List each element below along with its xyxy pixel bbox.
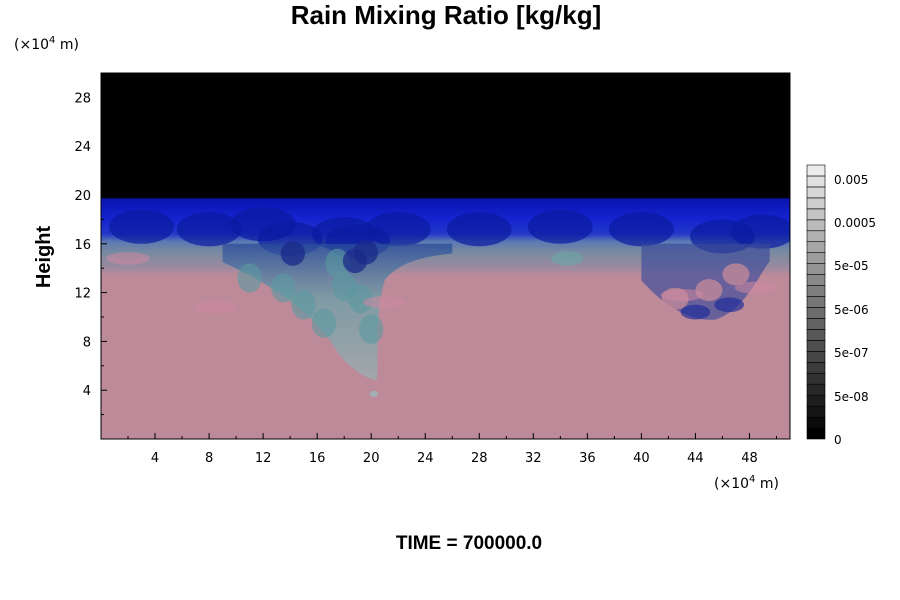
y-tick-label: 28	[74, 91, 91, 106]
colorbar-level	[806, 372, 826, 385]
x-tick-label: 20	[363, 451, 380, 466]
colorbar-tick-label: 5e-05	[834, 259, 869, 273]
blue-band-11	[730, 214, 790, 249]
colorbar-level	[806, 427, 826, 440]
colorbar-level	[806, 394, 826, 407]
colorbar: 0.005 0.0005 5e-05 5e-06 5e-07 5e-08 0	[806, 164, 876, 447]
y-axis-label: Height	[33, 226, 55, 289]
plume-core-0	[280, 241, 305, 266]
plume-streak-6	[359, 314, 384, 344]
plume-streak-3	[311, 308, 337, 338]
colorbar-level	[806, 219, 826, 232]
x-tick-label: 16	[309, 451, 326, 466]
y-tick-label: 8	[83, 335, 91, 350]
blue-band-7	[446, 212, 512, 247]
plume-streak-1	[271, 273, 296, 303]
y-tick-label: 16	[74, 238, 91, 253]
y-tick-label: 24	[74, 140, 91, 155]
colorbar-level	[806, 416, 826, 429]
x-tick-label: 8	[205, 451, 213, 466]
right-plume-edge-1	[714, 297, 745, 313]
colorbar-level	[806, 351, 826, 363]
x-tick-label: 44	[687, 451, 704, 466]
blue-band-0	[109, 209, 174, 244]
highlight-1	[363, 296, 407, 309]
plume-core-2	[353, 240, 378, 265]
colorbar-level	[806, 175, 826, 188]
plume-streak-7	[325, 248, 350, 278]
colorbar-level	[806, 340, 826, 352]
colorbar-level	[806, 241, 826, 253]
highlight-4	[106, 252, 150, 265]
x-tick-label: 40	[633, 451, 650, 466]
x-tick-label: 36	[579, 451, 596, 466]
blue-band-6	[365, 212, 431, 247]
x-tick-label: 4	[151, 451, 159, 466]
x-unit-label: (×104 m)	[714, 474, 779, 492]
y-tick-label: 12	[74, 287, 91, 302]
colorbar-level	[806, 230, 826, 243]
colorbar-level	[806, 296, 826, 308]
right-plume-gap-2	[722, 263, 750, 286]
colorbar-level	[806, 197, 826, 210]
highlight-3	[734, 281, 778, 294]
time-label: TIME = 700000.0	[396, 533, 542, 554]
right-plume-edge-0	[680, 304, 711, 320]
blue-band-1	[176, 212, 242, 247]
x-tick-label: 24	[417, 451, 434, 466]
colorbar-level	[806, 307, 826, 319]
plot-frame	[100, 72, 791, 440]
colorbar-level	[806, 164, 826, 177]
colorbar-level	[806, 383, 826, 396]
drop	[369, 390, 378, 397]
colorbar-tick-label: 5e-08	[834, 390, 869, 404]
colorbar-level	[806, 318, 826, 330]
colorbar-level	[806, 186, 826, 199]
blue-band-8	[527, 209, 593, 244]
colorbar-tick-label: 0.0005	[834, 216, 876, 230]
colorbar-level	[806, 361, 826, 374]
colorbar-tick-label: 5e-07	[834, 346, 869, 360]
colorbar-level	[806, 285, 826, 297]
y-axis: 4 8 12 16 20 24 28	[74, 91, 107, 416]
x-tick-label: 28	[471, 451, 488, 466]
colorbar-level	[806, 329, 826, 341]
colorbar-level	[806, 405, 826, 418]
colorbar-level	[806, 208, 826, 221]
y-unit-label: (×104 m)	[14, 35, 79, 53]
colorbar-level	[806, 252, 826, 264]
colorbar-tick-label: 0.005	[834, 173, 868, 187]
y-tick-label: 4	[83, 384, 91, 399]
colorbar-tick-label: 5e-06	[834, 303, 869, 317]
colorbar-tick-label: 0	[834, 433, 842, 447]
heatmap-features	[106, 207, 790, 397]
x-tick-label: 48	[741, 451, 758, 466]
x-tick-label: 32	[525, 451, 542, 466]
heatmap-area	[101, 73, 790, 439]
colorbar-level	[806, 263, 826, 275]
y-tick-label: 20	[74, 189, 91, 204]
x-tick-label: 12	[255, 451, 272, 466]
plume-streak-0	[237, 263, 262, 293]
chart-title: Rain Mixing Ratio [kg/kg]	[291, 0, 602, 30]
x-axis: 4 8 12 16 20 24 28 32 36 40 44 48	[127, 433, 777, 466]
highlight-2	[660, 288, 704, 302]
colorbar-level	[806, 274, 826, 286]
blue-band-9	[608, 212, 674, 247]
small-cell	[550, 251, 584, 266]
plume-streak-2	[291, 290, 316, 320]
plume-streak-5	[348, 284, 373, 314]
highlight-0	[194, 301, 238, 314]
